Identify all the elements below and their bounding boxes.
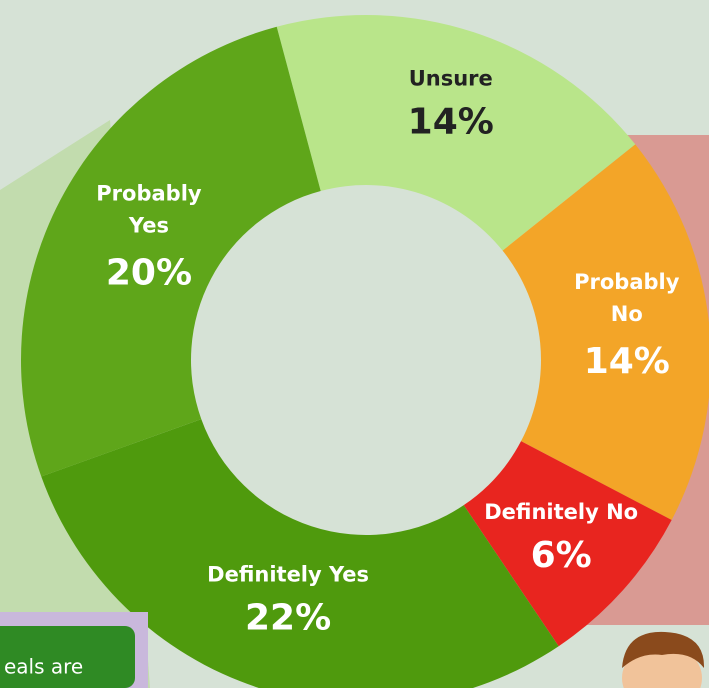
- slice-label: Definitely No: [484, 500, 638, 524]
- value-label: 14%: [584, 341, 670, 382]
- value-label: 22%: [245, 598, 331, 639]
- value-label: 20%: [106, 252, 192, 293]
- value-label: 6%: [531, 535, 592, 576]
- chart: eals are Unsure14%ProbablyNo14%Definitel…: [0, 0, 709, 688]
- value-label: 14%: [408, 102, 494, 143]
- slice-label: Unsure: [409, 67, 493, 91]
- slice-label: Definitely Yes: [207, 563, 369, 587]
- note-text: eals are: [4, 655, 83, 679]
- avatar: [622, 632, 704, 688]
